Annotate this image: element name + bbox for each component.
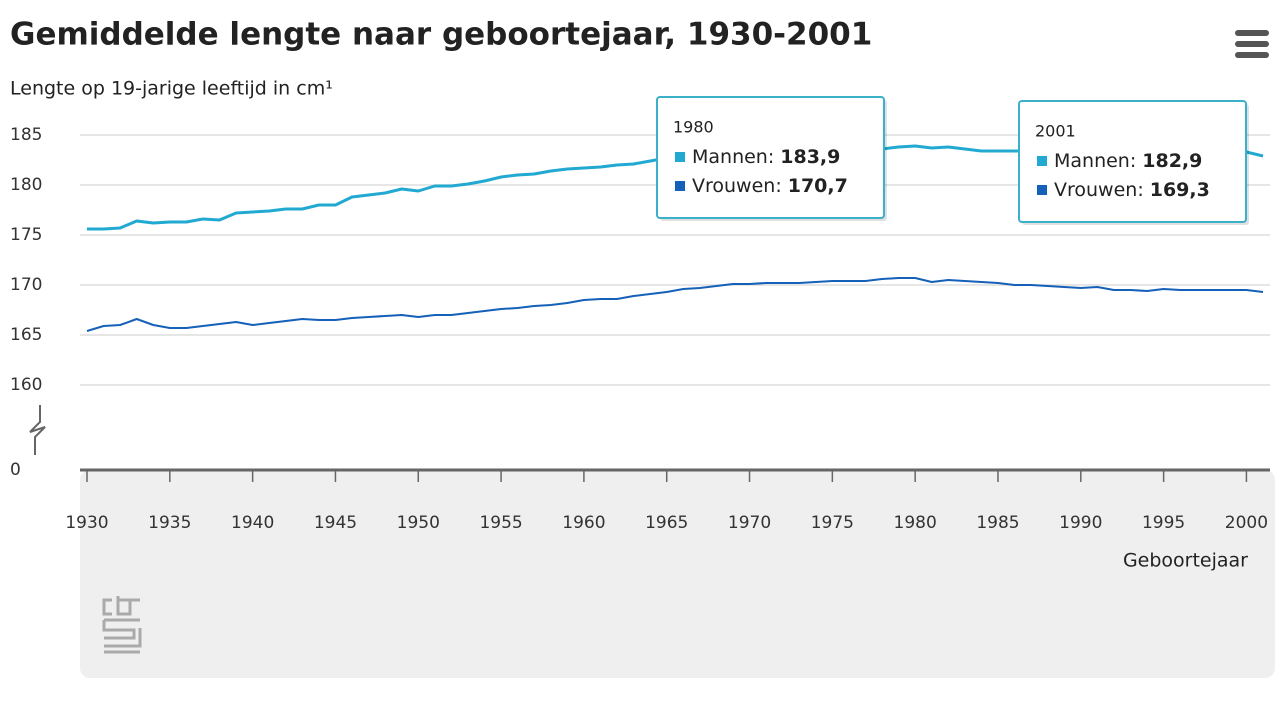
tooltip-value: 169,3: [1150, 179, 1210, 201]
x-tick-label: 1940: [231, 513, 274, 533]
cbs-logo: [102, 596, 142, 654]
chart-title: Gemiddelde lengte naar geboortejaar, 193…: [10, 17, 872, 53]
axis-break: [29, 405, 46, 455]
x-tick-label: 2000: [1225, 513, 1268, 533]
tooltip-line: Vrouwen: 170,7: [692, 175, 848, 197]
tooltip-marker: [675, 181, 685, 191]
y-tick-label: 170: [10, 275, 42, 295]
x-tick-label: 1935: [148, 513, 191, 533]
tooltip-label: Vrouwen:: [692, 175, 782, 197]
x-tick-label: 1950: [397, 513, 440, 533]
axis-panel: [80, 470, 1275, 678]
x-tick-label: 1955: [479, 513, 522, 533]
tooltip-value: 182,9: [1142, 150, 1202, 172]
tooltip-marker: [675, 152, 685, 162]
x-tick-label: 1985: [976, 513, 1019, 533]
y-tick-label: 180: [10, 175, 42, 195]
x-tick-label: 1990: [1059, 513, 1102, 533]
y-tick-label: 0: [10, 460, 21, 480]
menu-icon[interactable]: [1235, 30, 1269, 58]
y-tick-label: 175: [10, 225, 42, 245]
tooltip-marker: [1037, 185, 1047, 195]
tooltip-marker: [1037, 156, 1047, 166]
tooltip-title: 2001: [1035, 122, 1076, 141]
tooltip-line: Vrouwen: 169,3: [1054, 179, 1210, 201]
y-tick-label: 160: [10, 375, 42, 395]
x-axis-label: Geboortejaar: [1123, 550, 1248, 572]
y-tick-label: 185: [10, 125, 42, 145]
x-tick-label: 1965: [645, 513, 688, 533]
tooltip-layer: 1980 Mannen: 183,9 Vrouwen: 170,7 2001 Mannen:…: [656, 96, 1249, 225]
x-tick-label: 1945: [314, 513, 357, 533]
tooltip: 2001 Mannen: 182,9 Vrouwen: 169,3: [1018, 100, 1249, 225]
x-tick-label: 1980: [894, 513, 937, 533]
x-tick-label: 1970: [728, 513, 771, 533]
x-tick-label: 1930: [65, 513, 108, 533]
y-tick-label: 165: [10, 325, 42, 345]
tooltip-label: Mannen:: [1054, 150, 1136, 172]
x-tick-label: 1960: [562, 513, 605, 533]
tooltip-box: [656, 96, 885, 219]
tooltip-line: Mannen: 182,9: [1054, 150, 1202, 172]
x-tick-label: 1975: [811, 513, 854, 533]
tooltip-value: 170,7: [788, 175, 848, 197]
grid-layer: 0 160 165 170 175 180 185 1930 1935 1940 1945 1950 1…: [10, 125, 1270, 533]
tooltip-label: Vrouwen:: [1054, 179, 1144, 201]
tooltip-line: Mannen: 183,9: [692, 146, 840, 168]
tooltip-box: [1018, 100, 1247, 223]
x-tick-label: 1995: [1142, 513, 1185, 533]
tooltip-title: 1980: [673, 118, 714, 137]
series-line: [86, 277, 1264, 332]
tooltip: 1980 Mannen: 183,9 Vrouwen: 170,7: [656, 96, 887, 221]
y-axis-label: Lengte op 19-jarige leeftijd in cm¹: [10, 78, 333, 100]
tooltip-label: Mannen:: [692, 146, 774, 168]
tooltip-value: 183,9: [780, 146, 840, 168]
